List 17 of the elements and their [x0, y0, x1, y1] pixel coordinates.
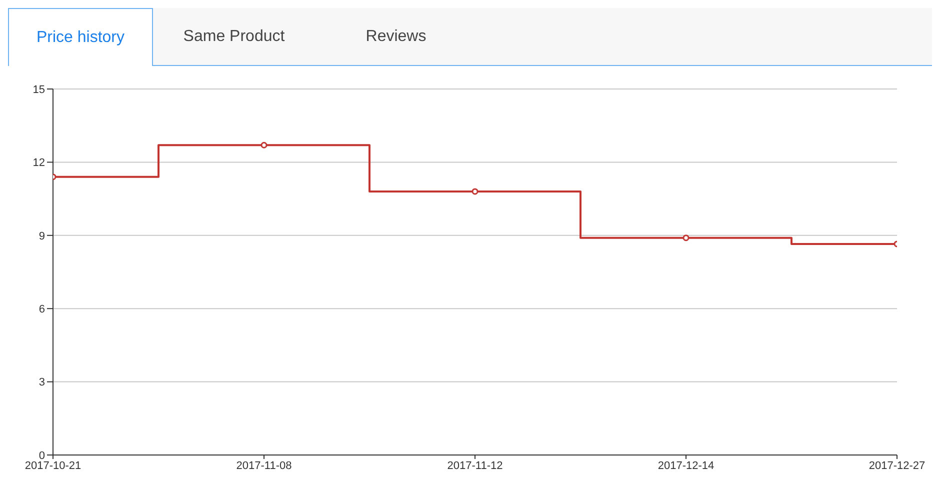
point	[260, 142, 268, 148]
text: Reviews	[364, 26, 428, 46]
y-tick-label: 12	[32, 157, 45, 170]
x-tick-label: 2017-11-08	[236, 460, 292, 472]
y-tick-label: 15	[32, 84, 45, 96]
x-tick-label: 2017-10-21	[24, 460, 82, 472]
y-tick-label: 3	[38, 376, 45, 389]
x-tick-label: 2017-12-14	[658, 460, 714, 472]
x-tick-label: 2017-12-27	[868, 460, 926, 472]
text: Same Product	[182, 26, 286, 46]
y-tick-label: 6	[38, 304, 45, 316]
y-tick-label: 0	[38, 450, 45, 462]
point	[682, 234, 690, 242]
y-tick-label: 9	[38, 230, 45, 242]
x-tick-label: 2017-11-12	[447, 460, 503, 472]
point	[472, 188, 478, 195]
text: Price history	[8, 8, 153, 66]
